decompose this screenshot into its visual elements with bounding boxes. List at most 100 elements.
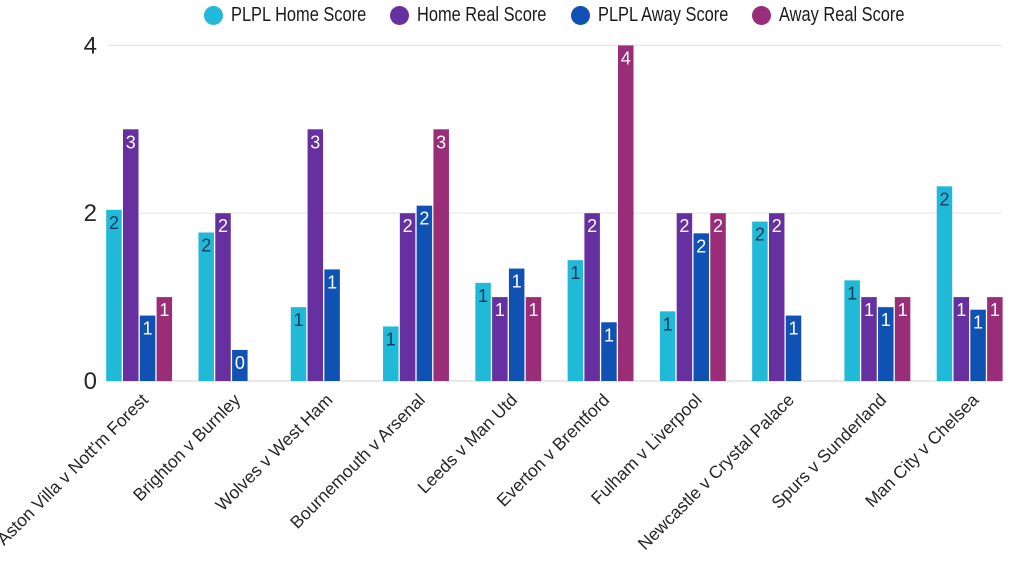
legend-label: PLPL Home Score xyxy=(231,4,367,26)
bar-group-1: 2 3 11 xyxy=(106,129,173,381)
bar[interactable] xyxy=(492,297,508,381)
y-tick-label: 0 xyxy=(84,368,97,395)
bar[interactable] xyxy=(676,213,693,381)
bar[interactable] xyxy=(525,297,542,381)
bar-value-label: 4 xyxy=(621,48,631,68)
bar-group-2: 22 0 xyxy=(198,213,248,382)
bar[interactable] xyxy=(601,322,617,381)
bar[interactable] xyxy=(861,297,877,381)
bar-value-label: 1 xyxy=(528,300,538,320)
bar[interactable] xyxy=(953,297,970,381)
legend-item[interactable]: PLPL Home Score xyxy=(204,4,366,27)
bar-group-6: 1 2 1 4 xyxy=(567,45,634,382)
bar[interactable] xyxy=(215,213,231,381)
bar-value-label: 1 xyxy=(159,300,169,320)
bar[interactable] xyxy=(785,315,802,381)
legend-label: Away Real Score xyxy=(779,4,905,26)
bar[interactable] xyxy=(987,297,1003,381)
bar-value-label: 1 xyxy=(973,313,983,333)
bar-value-label: 2 xyxy=(218,216,228,236)
bar-value-label: 3 xyxy=(126,132,136,152)
x-category-label: Aston Villa v Nott'm Forest xyxy=(0,390,152,549)
bar-value-label: 1 xyxy=(570,263,580,283)
bar-value-label: 2 xyxy=(587,216,597,236)
bar[interactable] xyxy=(123,129,139,381)
bar-value-label: 1 xyxy=(143,319,153,339)
bar[interactable] xyxy=(584,213,600,381)
bar[interactable] xyxy=(878,307,894,381)
bar-value-label: 2 xyxy=(403,216,413,236)
bar[interactable] xyxy=(290,307,307,381)
bar[interactable] xyxy=(232,349,248,381)
bar[interactable] xyxy=(768,213,785,381)
bar-group-4: 1 2 2 3 xyxy=(383,129,449,381)
bar-value-label: 1 xyxy=(847,283,857,303)
bar[interactable] xyxy=(156,297,173,381)
bar-value-label: 0 xyxy=(235,353,245,373)
bar-value-label: 1 xyxy=(604,325,614,345)
y-tick-label: 4 xyxy=(84,32,97,59)
bar[interactable] xyxy=(936,186,953,381)
legend-item[interactable]: Away Real Score xyxy=(752,4,905,27)
bar[interactable] xyxy=(475,282,491,381)
legend-label: Home Real Score xyxy=(417,4,547,26)
bar-value-label: 1 xyxy=(864,300,874,320)
bar-value-label: 1 xyxy=(495,300,505,320)
bar[interactable] xyxy=(844,280,860,381)
bar-group-8: 2 2 1 xyxy=(752,213,802,381)
bar-value-label: 2 xyxy=(755,225,765,245)
legend-item[interactable]: Home Real Score xyxy=(390,4,547,27)
legend-label: PLPL Away Score xyxy=(597,4,729,26)
bar-value-label: 1 xyxy=(386,329,396,349)
bar[interactable] xyxy=(693,233,709,381)
x-category-label: Newcastle v Crystal Palace xyxy=(634,390,798,554)
bar-value-label: 1 xyxy=(512,272,522,292)
bar[interactable] xyxy=(508,268,525,381)
bar-value-label: 1 xyxy=(663,314,673,334)
bar[interactable] xyxy=(710,213,726,381)
bar[interactable] xyxy=(416,205,433,381)
bar[interactable] xyxy=(970,309,986,381)
legend-swatch-icon xyxy=(570,6,590,25)
bar[interactable] xyxy=(433,129,449,381)
bar[interactable] xyxy=(752,221,768,381)
bar[interactable] xyxy=(567,260,584,381)
legend-swatch-icon xyxy=(752,6,772,25)
bar-value-label: 2 xyxy=(419,209,429,229)
bar[interactable] xyxy=(307,129,324,381)
bar-value-label: 2 xyxy=(713,216,723,236)
bar-value-label: 2 xyxy=(679,216,689,236)
bar[interactable] xyxy=(106,209,122,381)
bar[interactable] xyxy=(324,269,340,381)
bar-group-3: 1 3 1 xyxy=(290,129,340,381)
bar-value-label: 1 xyxy=(789,319,799,339)
bar-value-label: 1 xyxy=(294,310,304,330)
bar[interactable] xyxy=(383,326,399,381)
bar-value-label: 1 xyxy=(881,310,891,330)
legend-swatch-icon xyxy=(390,6,410,25)
bar[interactable] xyxy=(894,297,911,381)
bar-value-label: 3 xyxy=(310,132,320,152)
x-category-label: Leeds v Man Utd xyxy=(413,390,521,498)
bar-value-label: 1 xyxy=(956,300,966,320)
bar-value-label: 2 xyxy=(201,236,211,256)
bar-value-label: 3 xyxy=(436,132,446,152)
bar[interactable] xyxy=(618,45,634,382)
bar-value-label: 1 xyxy=(478,286,488,306)
bar[interactable] xyxy=(659,311,676,381)
bar[interactable] xyxy=(198,232,214,382)
bar[interactable] xyxy=(399,213,416,381)
legend-swatch-icon xyxy=(204,6,224,25)
chart-legend: PLPL Home Score Home Real Score PLPL Away … xyxy=(93,4,1016,27)
y-tick-label: 2 xyxy=(84,200,97,227)
bar-value-label: 2 xyxy=(772,216,782,236)
bar-value-label: 2 xyxy=(939,189,949,209)
bar-value-label: 1 xyxy=(898,300,908,320)
bar[interactable] xyxy=(139,315,156,381)
legend-item[interactable]: PLPL Away Score xyxy=(570,4,729,27)
